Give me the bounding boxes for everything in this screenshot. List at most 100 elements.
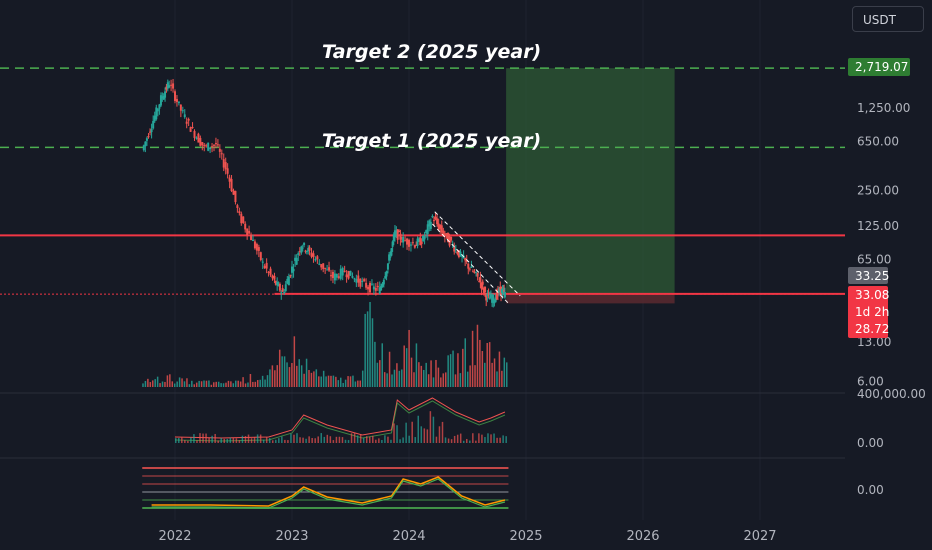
candle-body-108 bbox=[331, 271, 334, 279]
volume-bar-41 bbox=[242, 377, 244, 387]
candle-body-10 bbox=[156, 108, 159, 112]
volume-bar-45 bbox=[252, 381, 254, 387]
indicator1-bar-102 bbox=[484, 437, 486, 443]
candle-body-158 bbox=[416, 238, 419, 246]
candle-body-7 bbox=[152, 120, 155, 129]
time-axis[interactable]: 2022 2023 2024 2025 2026 2027 bbox=[158, 529, 776, 544]
candle-body-137 bbox=[385, 271, 388, 277]
candle-body-124 bbox=[363, 279, 366, 282]
target-zone bbox=[506, 68, 675, 295]
candle-body-118 bbox=[351, 276, 354, 278]
volume-bar-49 bbox=[261, 375, 264, 387]
indicator1-bar-22 bbox=[241, 435, 244, 443]
candle-body-80 bbox=[284, 284, 287, 292]
candles bbox=[142, 79, 506, 308]
indicator1-bar-14 bbox=[217, 440, 219, 443]
volume-bar-67 bbox=[305, 358, 308, 387]
volume-bar-3 bbox=[149, 382, 152, 387]
candle-body-147 bbox=[398, 230, 401, 233]
volume-bar-57 bbox=[281, 356, 283, 387]
candle-body-110 bbox=[335, 273, 338, 278]
indicator1-bar-89 bbox=[444, 437, 447, 443]
last-price-badge: 33.25 bbox=[855, 269, 889, 283]
volume-bar-142 bbox=[488, 342, 491, 387]
volume-bar-73 bbox=[320, 376, 322, 387]
indicator1-bar-50 bbox=[326, 434, 329, 443]
candle-body-133 bbox=[380, 285, 383, 291]
target-2-annotation: Target 2 (2025 year) bbox=[322, 41, 541, 63]
volume-bar-24 bbox=[200, 381, 203, 387]
volume-bar-15 bbox=[178, 377, 181, 387]
volume-bar-143 bbox=[491, 362, 493, 387]
candle-body-213 bbox=[495, 292, 498, 299]
indicator1-tick: 0.00 bbox=[857, 436, 884, 450]
candle-body-92 bbox=[303, 242, 306, 246]
volume-bar-133 bbox=[466, 371, 469, 387]
grid-lines bbox=[0, 0, 845, 520]
candle-body-220 bbox=[502, 289, 505, 294]
candle-body-18 bbox=[168, 85, 171, 88]
candle-body-161 bbox=[420, 241, 423, 244]
volume-bar-112 bbox=[415, 343, 418, 387]
indicator1-bar-6 bbox=[193, 434, 195, 443]
indicator1-bar-108 bbox=[502, 435, 504, 443]
indicator1-bar-84 bbox=[429, 411, 432, 443]
candle-body-208 bbox=[489, 294, 492, 298]
indicator1-bar-35 bbox=[281, 436, 283, 443]
candle-body-88 bbox=[297, 253, 300, 255]
indicator1-bar-81 bbox=[420, 426, 423, 443]
candle-body-112 bbox=[339, 268, 342, 279]
volume-bar-97 bbox=[379, 360, 381, 387]
volume-bar-0 bbox=[142, 383, 144, 387]
candle-body-95 bbox=[307, 247, 310, 252]
indicator1-bar-64 bbox=[369, 436, 371, 443]
candle-body-184 bbox=[456, 251, 459, 254]
candle-body-15 bbox=[164, 91, 167, 98]
candle-body-171 bbox=[436, 218, 439, 225]
candle-body-169 bbox=[432, 220, 435, 222]
candle-body-28 bbox=[187, 119, 190, 121]
indicator1-bar-103 bbox=[487, 433, 489, 443]
indicator1-bar-74 bbox=[399, 439, 401, 443]
candle-body-104 bbox=[324, 267, 327, 269]
volume-bar-78 bbox=[332, 375, 335, 387]
candle-body-53 bbox=[236, 205, 239, 208]
volume-bar-21 bbox=[193, 384, 196, 387]
volume-bar-4 bbox=[152, 380, 154, 387]
volume-bar-126 bbox=[449, 354, 452, 387]
volume-bar-71 bbox=[315, 369, 318, 387]
indicator1-bar-73 bbox=[396, 425, 398, 443]
candle-body-87 bbox=[295, 257, 298, 265]
price-tick-7: 6.00 bbox=[857, 375, 884, 389]
currency-button[interactable]: USDT bbox=[852, 6, 924, 32]
candle-body-50 bbox=[230, 179, 233, 192]
candle-body-151 bbox=[404, 240, 407, 242]
candle-body-72 bbox=[273, 275, 276, 280]
candle-body-211 bbox=[493, 300, 496, 304]
indicator1-bar-17 bbox=[226, 438, 229, 443]
candle-body-27 bbox=[185, 121, 188, 124]
indicator1-bar-34 bbox=[278, 438, 280, 443]
candle-body-30 bbox=[191, 127, 194, 129]
volume-bar-76 bbox=[327, 375, 330, 387]
volume-bar-85 bbox=[349, 376, 352, 387]
candle-body-117 bbox=[349, 270, 352, 276]
candle-body-83 bbox=[289, 275, 292, 277]
candle-body-172 bbox=[437, 223, 440, 230]
target-1-annotation: Target 1 (2025 year) bbox=[322, 130, 541, 152]
candle-body-12 bbox=[159, 95, 162, 106]
candle-body-178 bbox=[447, 233, 449, 243]
price-tick-3: 250.00 bbox=[857, 183, 899, 197]
volume-bar-39 bbox=[237, 380, 239, 387]
candle-body-73 bbox=[274, 280, 277, 285]
volume-bar-13 bbox=[173, 383, 176, 387]
indicator1-bar-31 bbox=[268, 438, 271, 443]
volume-bar-56 bbox=[278, 349, 281, 387]
candle-body-68 bbox=[265, 262, 268, 269]
candle-body-193 bbox=[470, 266, 473, 268]
indicator1-bar-5 bbox=[190, 437, 192, 443]
indicator1-bar-62 bbox=[362, 437, 365, 443]
volume-bar-17 bbox=[183, 381, 186, 387]
candle-body-107 bbox=[330, 275, 332, 277]
